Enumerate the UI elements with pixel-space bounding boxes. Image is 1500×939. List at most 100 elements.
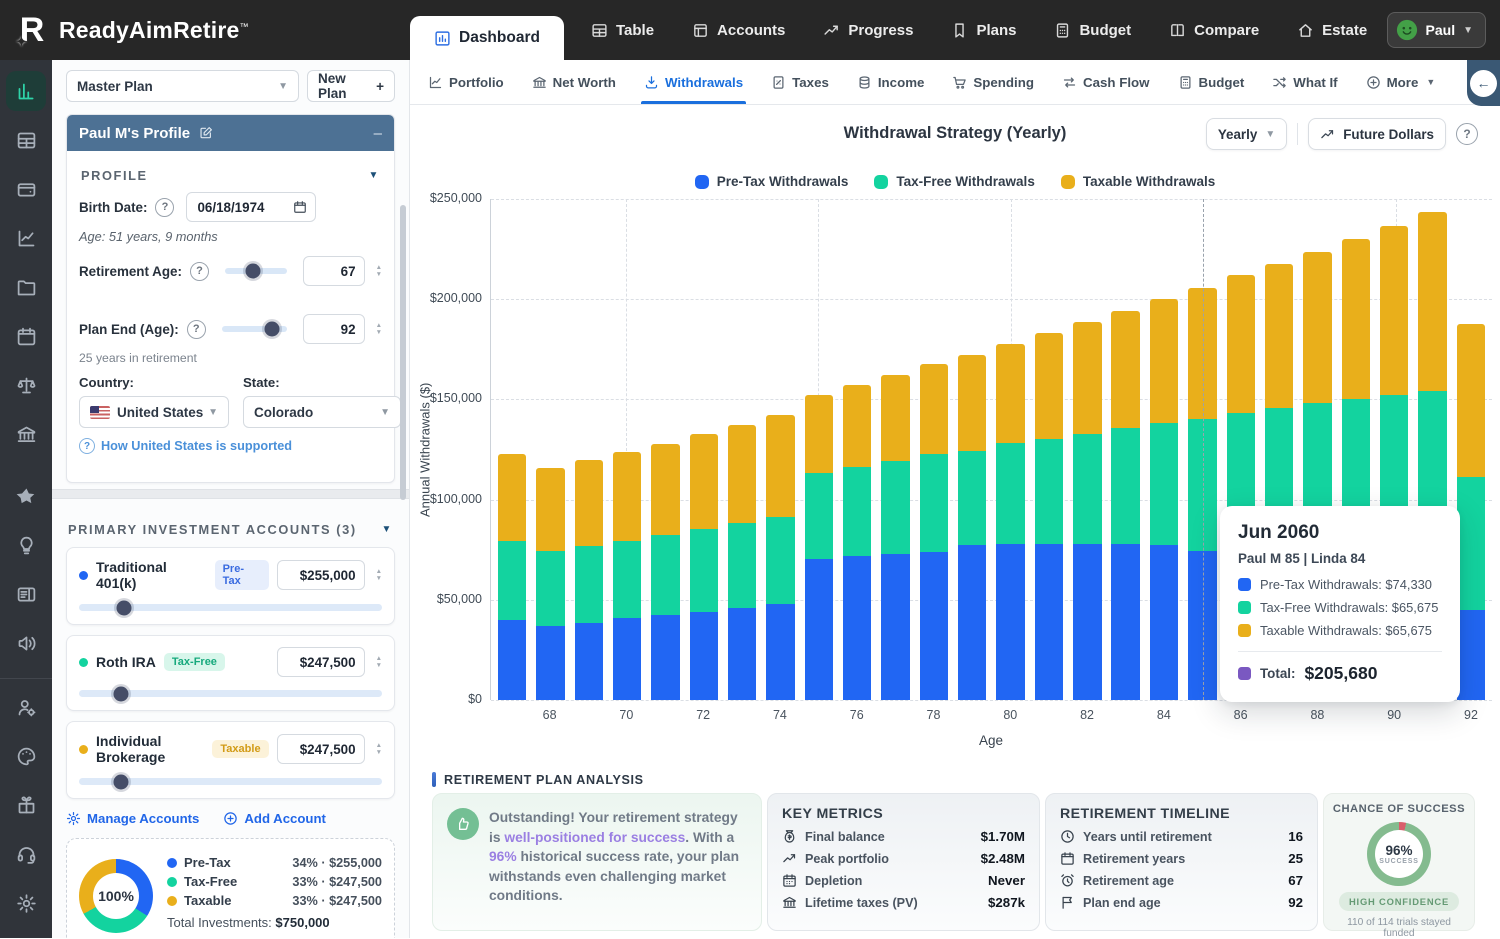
- stepper-arrows[interactable]: ▲ ▼: [375, 263, 382, 278]
- top-tab-compare[interactable]: Compare: [1150, 0, 1278, 60]
- subnav-spending[interactable]: Spending: [952, 60, 1034, 104]
- bar-age-70[interactable]: [613, 451, 642, 700]
- help-icon[interactable]: ?: [155, 197, 175, 217]
- top-tab-accounts[interactable]: Accounts: [673, 0, 804, 60]
- sidebar-star-icon[interactable]: [6, 476, 46, 516]
- slider-thumb[interactable]: [113, 686, 129, 701]
- sidebar-gift-icon[interactable]: [6, 785, 46, 825]
- bar-age-77[interactable]: [881, 375, 910, 700]
- state-select[interactable]: Colorado ▼: [243, 396, 401, 428]
- sidebar-calendar-icon[interactable]: [6, 316, 46, 356]
- sidebar-usergear-icon[interactable]: [6, 687, 46, 727]
- help-icon[interactable]: ?: [189, 261, 209, 281]
- collapse-icon[interactable]: –: [373, 124, 382, 142]
- account-slider[interactable]: [79, 600, 382, 615]
- bar-age-78[interactable]: [919, 364, 949, 700]
- bar-age-68[interactable]: [536, 467, 565, 700]
- subnav-what-if[interactable]: What If: [1272, 60, 1338, 104]
- stepper-arrows[interactable]: ▲ ▼: [375, 741, 382, 756]
- account-slider[interactable]: [79, 774, 382, 789]
- top-tab-table[interactable]: Table: [572, 0, 673, 60]
- sidebar-wallet-icon[interactable]: [6, 169, 46, 209]
- chart-help-button[interactable]: ?: [1456, 123, 1478, 145]
- sidebar-news-icon[interactable]: [6, 574, 46, 614]
- subnav-more[interactable]: More ▼: [1366, 60, 1435, 104]
- legend-item[interactable]: Taxable Withdrawals: [1060, 174, 1215, 189]
- profile-card-header[interactable]: Paul M's Profile –: [67, 115, 394, 151]
- bar-age-73[interactable]: [728, 425, 757, 700]
- bar-age-92[interactable]: [1456, 324, 1485, 700]
- bar-age-82[interactable]: [1073, 322, 1102, 700]
- sidebar-folder-icon[interactable]: [6, 267, 46, 307]
- top-tab-plans[interactable]: Plans: [932, 0, 1035, 60]
- slider-thumb[interactable]: [245, 263, 261, 279]
- sidebar-bulb-icon[interactable]: [6, 525, 46, 565]
- country-support-link[interactable]: ? How United States is supported: [79, 438, 382, 454]
- subnav-budget[interactable]: Budget: [1178, 60, 1244, 104]
- slider-thumb[interactable]: [113, 774, 129, 789]
- chevron-collapse-icon[interactable]: ▼: [368, 170, 380, 181]
- account-value-input[interactable]: $255,000: [276, 560, 365, 590]
- user-menu-button[interactable]: Paul ▼: [1386, 12, 1486, 48]
- bar-age-76[interactable]: [843, 385, 872, 700]
- slider-thumb[interactable]: [116, 600, 132, 615]
- birth-date-input[interactable]: 06/18/1974: [186, 192, 317, 222]
- top-tab-budget[interactable]: Budget: [1035, 0, 1150, 60]
- panel-scrollbar[interactable]: [400, 205, 406, 500]
- sidebar-gear-icon[interactable]: [6, 883, 46, 923]
- bar-age-83[interactable]: [1111, 310, 1140, 700]
- stepper-arrows[interactable]: ▲ ▼: [375, 321, 382, 336]
- top-tab-dashboard[interactable]: Dashboard: [410, 16, 564, 60]
- bar-age-74[interactable]: [766, 415, 795, 700]
- sidebar-scale-icon[interactable]: [6, 365, 46, 405]
- sidebar-headset-icon[interactable]: [6, 834, 46, 874]
- subnav-cash-flow[interactable]: Cash Flow: [1062, 60, 1150, 104]
- plan-end-slider[interactable]: [221, 321, 287, 337]
- sidebar-bank-icon[interactable]: [6, 414, 46, 454]
- plan-end-input[interactable]: 92: [302, 314, 365, 344]
- slider-thumb[interactable]: [264, 321, 280, 337]
- future-dollars-button[interactable]: Future Dollars: [1308, 118, 1446, 150]
- chevron-collapse-icon[interactable]: ▼: [381, 524, 393, 535]
- bar-age-71[interactable]: [651, 443, 680, 700]
- profile-section-header[interactable]: PROFILE ▼: [81, 168, 380, 183]
- bar-age-67[interactable]: [497, 453, 527, 700]
- bar-age-80[interactable]: [996, 343, 1025, 700]
- subnav-taxes[interactable]: Taxes: [771, 60, 829, 104]
- collapse-panel-button[interactable]: ←: [1467, 60, 1500, 106]
- bar-age-85[interactable]: [1188, 287, 1217, 700]
- sidebar-megaphone-icon[interactable]: [6, 623, 46, 663]
- plan-select[interactable]: Master Plan ▼: [66, 70, 299, 102]
- new-plan-button[interactable]: New Plan +: [307, 70, 395, 102]
- bar-age-79[interactable]: [958, 355, 987, 700]
- edit-icon[interactable]: [199, 126, 213, 140]
- legend-item[interactable]: Tax-Free Withdrawals: [874, 174, 1035, 189]
- bar-age-72[interactable]: [689, 434, 719, 700]
- stepper-arrows[interactable]: ▲ ▼: [375, 567, 382, 582]
- legend-item[interactable]: Pre-Tax Withdrawals: [694, 174, 848, 189]
- manage-accounts-link[interactable]: Manage Accounts: [66, 811, 199, 826]
- account-value-input[interactable]: $247,500: [276, 647, 365, 677]
- subnav-net-worth[interactable]: Net Worth: [532, 60, 616, 104]
- country-select[interactable]: United States ▼: [79, 396, 229, 428]
- bar-age-84[interactable]: [1149, 299, 1179, 701]
- subnav-withdrawals[interactable]: Withdrawals: [640, 60, 747, 104]
- top-tab-estate[interactable]: Estate: [1278, 0, 1386, 60]
- bar-age-75[interactable]: [804, 395, 834, 701]
- sidebar-palette-icon[interactable]: [6, 736, 46, 776]
- account-slider[interactable]: [79, 686, 382, 701]
- account-value-input[interactable]: $247,500: [276, 734, 365, 764]
- sidebar-chartline-icon[interactable]: [6, 218, 46, 258]
- bar-age-69[interactable]: [574, 459, 604, 701]
- arrow-left-icon[interactable]: ←: [1470, 69, 1497, 97]
- sidebar-analytics-icon[interactable]: [6, 71, 46, 111]
- retirement-age-slider[interactable]: [224, 263, 287, 279]
- sidebar-table-icon[interactable]: [6, 120, 46, 160]
- subnav-income[interactable]: Income: [857, 60, 924, 104]
- top-tab-progress[interactable]: Progress: [804, 0, 932, 60]
- subnav-portfolio[interactable]: Portfolio: [428, 60, 504, 104]
- add-account-link[interactable]: Add Account: [223, 811, 326, 826]
- period-select[interactable]: Yearly ▼: [1205, 118, 1288, 150]
- accounts-section-header[interactable]: PRIMARY INVESTMENT ACCOUNTS (3) ▼: [68, 522, 393, 537]
- help-icon[interactable]: ?: [186, 319, 206, 339]
